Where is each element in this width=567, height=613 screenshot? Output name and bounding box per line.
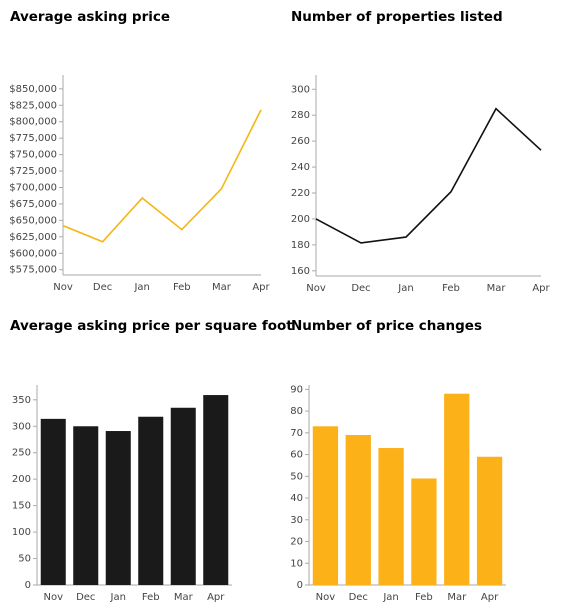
y-tick-label: $825,000: [9, 100, 57, 111]
y-tick-label: 100: [12, 527, 31, 538]
x-tick-label: Apr: [532, 283, 550, 294]
y-tick-label: 200: [291, 214, 310, 225]
y-tick-label: 20: [290, 537, 303, 548]
y-tick-label: $575,000: [9, 265, 57, 276]
bar: [444, 393, 470, 585]
y-tick-label: 90: [290, 384, 303, 395]
y-tick-label: 50: [290, 471, 303, 482]
x-tick-label: Dec: [76, 592, 95, 603]
y-tick-label: 240: [291, 162, 310, 173]
y-tick-label: 70: [290, 428, 303, 439]
x-tick-label: Mar: [487, 283, 507, 294]
y-tick-label: 350: [12, 395, 31, 406]
bar: [138, 416, 164, 585]
chart-title: Number of price changes: [291, 318, 482, 334]
y-tick-label: 250: [12, 448, 31, 459]
y-tick-label: 280: [291, 110, 310, 121]
y-tick-label: $625,000: [9, 232, 57, 243]
x-tick-label: Nov: [306, 283, 326, 294]
y-tick-label: 160: [291, 266, 310, 277]
bar: [476, 456, 503, 585]
y-tick-label: $700,000: [9, 183, 57, 194]
y-tick-label: $750,000: [9, 150, 57, 161]
x-tick-label: Apr: [252, 282, 270, 293]
y-tick-label: 180: [291, 240, 310, 251]
x-tick-label: Feb: [142, 592, 160, 603]
x-tick-label: Jan: [133, 282, 149, 293]
bar: [203, 395, 229, 585]
y-tick-label: 10: [290, 558, 303, 569]
chart-title: Number of properties listed: [291, 9, 503, 25]
y-tick-label: 80: [290, 406, 303, 417]
bar: [378, 448, 404, 585]
bar: [345, 435, 371, 585]
x-tick-label: Dec: [351, 283, 370, 294]
x-tick-label: Mar: [447, 592, 467, 603]
x-tick-label: Nov: [316, 592, 336, 603]
x-tick-label: Jan: [110, 592, 126, 603]
y-tick-label: 260: [291, 136, 310, 147]
bar: [170, 407, 196, 585]
y-tick-label: 0: [25, 580, 31, 591]
x-tick-label: Feb: [442, 283, 460, 294]
y-tick-label: 0: [297, 580, 303, 591]
y-tick-label: $725,000: [9, 166, 57, 177]
y-tick-label: 30: [290, 515, 303, 526]
bar: [411, 478, 437, 585]
y-tick-label: $675,000: [9, 199, 57, 210]
y-tick-label: 40: [290, 493, 303, 504]
chart-title: Average asking price: [10, 9, 170, 25]
bar: [73, 426, 99, 585]
bar: [40, 418, 66, 585]
y-tick-label: $650,000: [9, 215, 57, 226]
y-tick-label: $800,000: [9, 117, 57, 128]
chart-title: Average asking price per square foot: [10, 318, 293, 334]
y-tick-label: 60: [290, 450, 303, 461]
x-tick-label: Nov: [43, 592, 63, 603]
line: [62, 109, 262, 243]
x-tick-label: Feb: [415, 592, 433, 603]
x-tick-label: Apr: [207, 592, 225, 603]
x-tick-label: Dec: [93, 282, 112, 293]
y-tick-label: $600,000: [9, 248, 57, 259]
x-tick-label: Apr: [481, 592, 499, 603]
x-tick-label: Dec: [349, 592, 368, 603]
x-tick-label: Nov: [53, 282, 73, 293]
y-tick-label: 220: [291, 188, 310, 199]
y-tick-label: 200: [12, 474, 31, 485]
x-tick-label: Feb: [173, 282, 191, 293]
y-tick-label: 300: [291, 84, 310, 95]
line: [315, 107, 542, 244]
y-tick-label: $850,000: [9, 84, 57, 95]
y-tick-label: 50: [18, 554, 31, 565]
bar: [105, 431, 131, 585]
x-tick-label: Jan: [382, 592, 398, 603]
y-tick-label: $775,000: [9, 133, 57, 144]
y-tick-label: 150: [12, 501, 31, 512]
bar: [312, 426, 339, 585]
x-tick-label: Mar: [212, 282, 232, 293]
x-tick-label: Mar: [174, 592, 194, 603]
x-tick-label: Jan: [397, 283, 413, 294]
y-tick-label: 300: [12, 421, 31, 432]
